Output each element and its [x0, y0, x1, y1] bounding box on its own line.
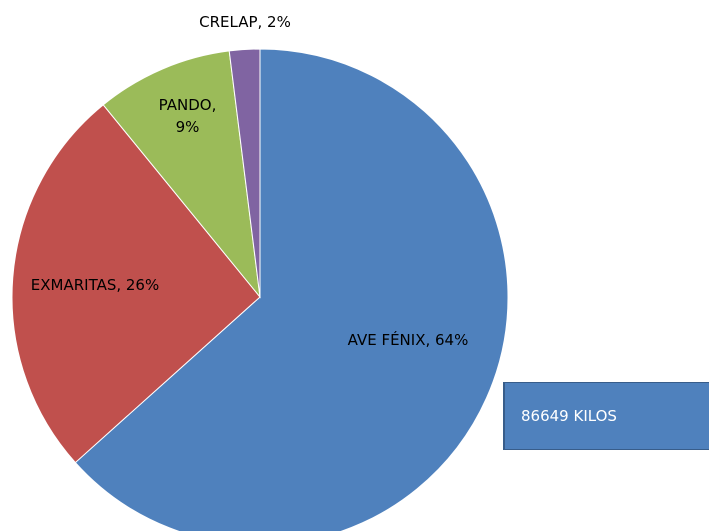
data-label: AVE FÉNIX, 64% [347, 331, 469, 349]
pie-slice [102, 50, 261, 299]
pie-slice [11, 104, 261, 464]
pie-slice [228, 48, 261, 298]
data-label: PANDO, 9% [158, 96, 217, 136]
annotation: 86649 KILOS [503, 382, 709, 450]
data-label: CRELAP, 2% [199, 13, 291, 31]
data-label: EXMARITAS, 26% [30, 276, 160, 294]
pie-slice [74, 48, 509, 531]
